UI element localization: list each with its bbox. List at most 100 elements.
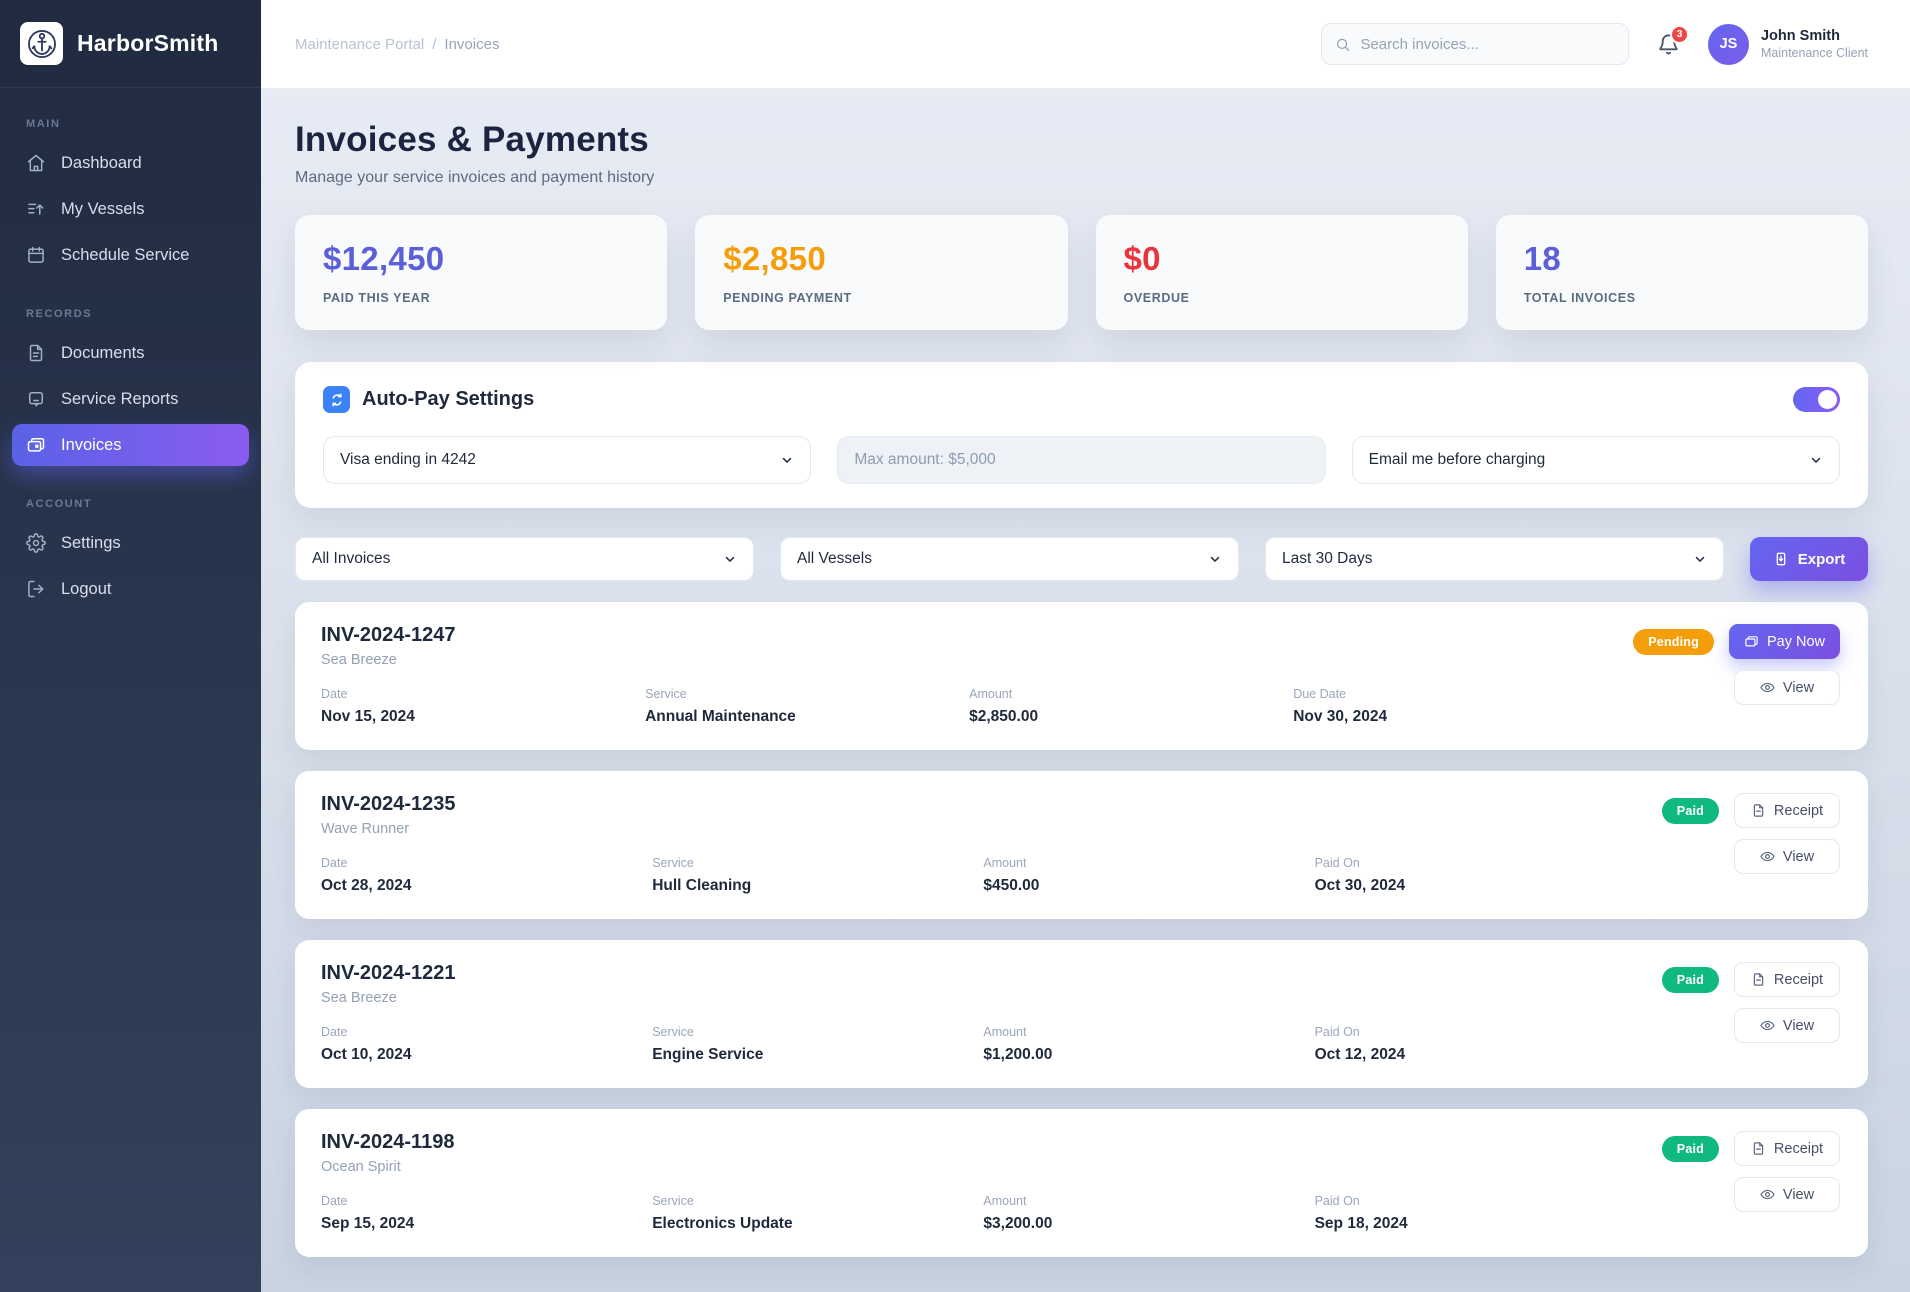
- payment-method-value: Visa ending in 4242: [340, 451, 476, 468]
- date-range-select[interactable]: Last 30 Days: [1265, 537, 1724, 581]
- calendar-icon: [26, 245, 46, 265]
- invoice-id: INV-2024-1221: [321, 962, 456, 984]
- meta-service: Service Electronics Update: [652, 1194, 983, 1233]
- autopay-controls: Visa ending in 4242 Max amount: $5,000 E…: [323, 436, 1840, 484]
- invoice-status-row: Pending Pay Now: [1633, 624, 1840, 659]
- sidebar-item-my-vessels[interactable]: My Vessels: [12, 188, 249, 230]
- meta-label: Amount: [983, 1025, 1027, 1039]
- receipt-button[interactable]: Receipt: [1734, 962, 1840, 997]
- eye-icon: [1760, 682, 1775, 693]
- receipt-icon: [1753, 1142, 1764, 1155]
- sidebar-header: HarborSmith: [0, 0, 261, 88]
- max-amount-input[interactable]: Max amount: $5,000: [837, 436, 1326, 484]
- chevron-down-icon: [1208, 552, 1222, 566]
- meta-label: Paid On: [1314, 1025, 1360, 1039]
- meta-label: Date: [321, 856, 348, 870]
- meta-value: Electronics Update: [652, 1215, 793, 1232]
- autopay-toggle[interactable]: [1793, 387, 1840, 412]
- status-badge: Paid: [1661, 966, 1719, 993]
- meta-value: Nov 15, 2024: [321, 708, 415, 725]
- receipt-button[interactable]: Receipt: [1734, 1131, 1840, 1166]
- meta-value: Sep 15, 2024: [321, 1215, 415, 1232]
- meta-label: Service: [652, 1025, 694, 1039]
- view-label: View: [1782, 1186, 1815, 1203]
- meta-date: Date Oct 10, 2024: [321, 1025, 652, 1064]
- invoice-id: INV-2024-1247: [321, 624, 456, 646]
- view-button[interactable]: View: [1734, 1177, 1840, 1212]
- page-subtitle: Manage your service invoices and payment…: [295, 169, 655, 186]
- sidebar-item-dashboard[interactable]: Dashboard: [12, 142, 249, 184]
- notifications-button[interactable]: 3: [1657, 24, 1689, 56]
- user-menu[interactable]: JS John Smith Maintenance Client: [1707, 23, 1868, 65]
- view-button[interactable]: View: [1734, 670, 1840, 705]
- breadcrumb-root[interactable]: Maintenance Portal: [295, 35, 425, 53]
- export-button[interactable]: Export: [1750, 537, 1868, 581]
- sidebar-item-logout[interactable]: Logout: [12, 568, 249, 610]
- date-range-value: Last 30 Days: [1282, 550, 1373, 567]
- brand-name: HarborSmith: [77, 30, 219, 56]
- view-label: View: [1782, 679, 1815, 696]
- pay-now-button[interactable]: Pay Now: [1728, 624, 1840, 659]
- status-badge: Pending: [1633, 628, 1714, 655]
- main-area: Maintenance Portal / Invoices 3 JS John …: [261, 0, 1910, 1292]
- invoice-info: INV-2024-1221 Sea Breeze Date Oct 10, 20…: [321, 962, 1646, 1064]
- view-button[interactable]: View: [1734, 1008, 1840, 1043]
- sync-icon: [323, 386, 350, 413]
- sidebar-item-settings[interactable]: Settings: [12, 522, 249, 564]
- meta-date: Date Nov 15, 2024: [321, 687, 645, 726]
- invoice-meta: Date Oct 10, 2024 Service Engine Service…: [321, 1025, 1646, 1064]
- receipt-icon: [1753, 804, 1764, 817]
- notify-option-select[interactable]: Email me before charging: [1351, 436, 1840, 484]
- sidebar-item-label: Dashboard: [61, 153, 142, 172]
- invoice-filter-select[interactable]: All Invoices: [295, 537, 754, 581]
- receipt-button[interactable]: Receipt: [1734, 793, 1840, 828]
- sidebar-item-invoices[interactable]: Invoices: [12, 424, 249, 466]
- topbar: Maintenance Portal / Invoices 3 JS John …: [261, 0, 1910, 88]
- sidebar-item-service-reports[interactable]: Service Reports: [12, 378, 249, 420]
- meta-service: Service Annual Maintenance: [645, 687, 969, 726]
- chevron-down-icon: [1693, 552, 1707, 566]
- stat-paid-this-year: $12,450 PAID THIS YEAR: [295, 215, 668, 330]
- report-icon: [26, 389, 46, 409]
- sidebar-item-documents[interactable]: Documents: [12, 332, 249, 374]
- payment-method-select[interactable]: Visa ending in 4242: [323, 436, 812, 484]
- sidebar-item-label: Service Reports: [61, 389, 179, 408]
- avatar: JS: [1707, 23, 1749, 65]
- invoice-id: INV-2024-1198: [321, 1131, 455, 1153]
- invoice-actions: Paid Receipt View: [1661, 962, 1840, 1064]
- invoice-id: INV-2024-1235: [321, 793, 456, 815]
- invoice-card: INV-2024-1235 Wave Runner Date Oct 28, 2…: [295, 771, 1868, 919]
- meta-value: Oct 10, 2024: [321, 1046, 412, 1063]
- stat-label: PAID THIS YEAR: [323, 291, 431, 305]
- meta-value: $1,200.00: [983, 1046, 1053, 1063]
- meta-amount: Amount $450.00: [983, 856, 1314, 895]
- search-icon: [1336, 38, 1350, 51]
- meta-amount: Amount $1,200.00: [983, 1025, 1314, 1064]
- export-icon: [1776, 552, 1786, 566]
- receipt-label: Receipt: [1773, 1140, 1824, 1157]
- stat-overdue: $0 OVERDUE: [1095, 215, 1468, 330]
- status-badge: Paid: [1661, 797, 1719, 824]
- vessel-filter-select[interactable]: All Vessels: [780, 537, 1239, 581]
- brand-logo: [20, 22, 63, 65]
- search-input[interactable]: [1360, 35, 1615, 53]
- receipt-icon: [1753, 973, 1764, 986]
- autopay-title: Auto-Pay Settings: [362, 388, 535, 410]
- meta-value: $450.00: [983, 877, 1040, 894]
- meta-paid-on: Paid On Oct 12, 2024: [1315, 1025, 1646, 1064]
- stat-value: $12,450: [323, 240, 445, 277]
- meta-paid-on: Paid On Oct 30, 2024: [1315, 856, 1646, 895]
- sidebar-item-schedule-service[interactable]: Schedule Service: [12, 234, 249, 276]
- eye-icon: [1760, 851, 1775, 862]
- chevron-down-icon: [780, 453, 794, 467]
- topbar-right: 3 JS John Smith Maintenance Client: [1320, 23, 1868, 65]
- wallet-icon: [1745, 636, 1758, 647]
- meta-service: Service Engine Service: [652, 1025, 983, 1064]
- gear-icon: [26, 533, 46, 553]
- stat-label: TOTAL INVOICES: [1523, 291, 1636, 305]
- anchor-emblem-icon: [27, 29, 56, 58]
- breadcrumb-separator: /: [432, 35, 437, 53]
- view-button[interactable]: View: [1734, 839, 1840, 874]
- meta-label: Date: [321, 1025, 348, 1039]
- export-label: Export: [1797, 550, 1846, 568]
